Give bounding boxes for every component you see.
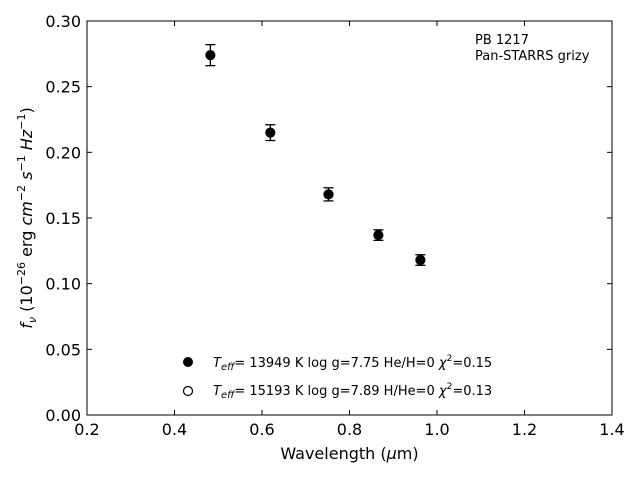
y-tick-label: 0.10 xyxy=(45,275,81,294)
data-point xyxy=(373,229,384,241)
x-axis-ticks: 0.2 0.4 0.6 0.8 1.0 1.2 1.4 xyxy=(74,21,625,439)
legend-entry-1: Teff= 13949 K log g=7.75 He/H=0 χ2=0.15 xyxy=(213,354,492,373)
annotation-object-name: PB 1217 xyxy=(475,33,529,48)
data-point xyxy=(415,254,426,266)
y-tick-label: 0.00 xyxy=(45,406,81,425)
y-tick-label: 0.15 xyxy=(45,209,81,228)
x-tick-label: 0.8 xyxy=(337,420,362,439)
y-tick-label: 0.20 xyxy=(45,143,81,162)
x-axis-title: Wavelength (μm) xyxy=(280,444,418,463)
legend-entry-2: Teff= 15193 K log g=7.89 H/He=0 χ2=0.13 xyxy=(213,382,492,401)
legend-marker-open xyxy=(182,385,194,397)
x-tick-label: 0.6 xyxy=(249,420,274,439)
data-series xyxy=(205,43,426,266)
annotation-survey-name: Pan-STARRS grizy xyxy=(475,49,590,64)
y-axis-title: fν (10−26 erg cm−2 s−1 Hz−1) xyxy=(15,107,39,328)
x-tick-label: 0.2 xyxy=(74,420,99,439)
y-tick-label: 0.30 xyxy=(45,12,81,31)
data-point xyxy=(205,50,216,61)
legend-marker-filled xyxy=(183,357,193,367)
y-axis-ticks: 0.00 0.05 0.10 0.15 0.20 0.25 0.30 xyxy=(45,12,612,425)
data-point xyxy=(265,127,276,138)
legend: Teff= 13949 K log g=7.75 He/H=0 χ2=0.15 … xyxy=(182,354,492,401)
y-tick-label: 0.05 xyxy=(45,340,81,359)
y-tick-label: 0.25 xyxy=(45,78,81,97)
data-point xyxy=(323,189,334,200)
x-tick-label: 1.2 xyxy=(512,420,537,439)
x-tick-label: 1.4 xyxy=(599,420,624,439)
x-tick-label: 1.0 xyxy=(424,420,449,439)
x-tick-label: 0.4 xyxy=(162,420,187,439)
